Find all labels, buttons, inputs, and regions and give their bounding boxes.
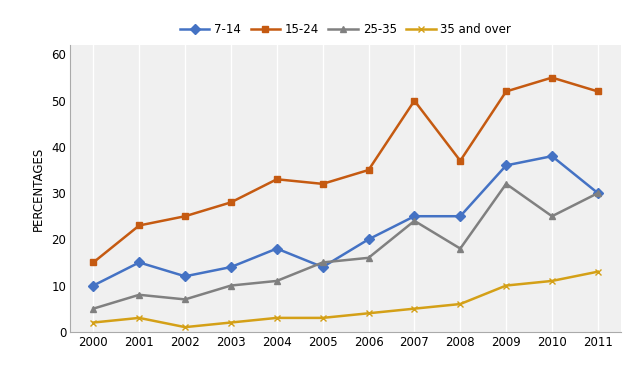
15-24 bbox=[135, 223, 143, 228]
15-24 bbox=[548, 75, 556, 80]
25-35 bbox=[594, 191, 602, 195]
35 and over bbox=[319, 316, 326, 320]
35 and over bbox=[135, 316, 143, 320]
7-14 bbox=[227, 265, 235, 269]
15-24 bbox=[456, 158, 464, 163]
25-35 bbox=[548, 214, 556, 219]
15-24 bbox=[594, 89, 602, 94]
25-35 bbox=[319, 260, 326, 265]
25-35 bbox=[135, 293, 143, 297]
15-24 bbox=[410, 98, 418, 103]
7-14 bbox=[319, 265, 326, 269]
25-35 bbox=[410, 219, 418, 223]
35 and over bbox=[410, 307, 418, 311]
15-24 bbox=[90, 260, 97, 265]
7-14 bbox=[502, 163, 510, 168]
7-14 bbox=[365, 237, 372, 242]
7-14 bbox=[135, 260, 143, 265]
25-35 bbox=[502, 182, 510, 186]
25-35 bbox=[90, 307, 97, 311]
25-35 bbox=[181, 297, 189, 302]
Legend: 7-14, 15-24, 25-35, 35 and over: 7-14, 15-24, 25-35, 35 and over bbox=[180, 23, 511, 37]
15-24 bbox=[181, 214, 189, 219]
7-14 bbox=[410, 214, 418, 219]
35 and over bbox=[227, 320, 235, 325]
7-14 bbox=[181, 274, 189, 279]
15-24 bbox=[365, 168, 372, 172]
Line: 15-24: 15-24 bbox=[90, 74, 602, 266]
35 and over bbox=[365, 311, 372, 316]
7-14 bbox=[594, 191, 602, 195]
Line: 7-14: 7-14 bbox=[90, 153, 602, 289]
7-14 bbox=[456, 214, 464, 219]
35 and over bbox=[273, 316, 280, 320]
15-24 bbox=[227, 200, 235, 205]
Y-axis label: PERCENTAGES: PERCENTAGES bbox=[31, 146, 44, 231]
35 and over bbox=[502, 283, 510, 288]
25-35 bbox=[227, 283, 235, 288]
35 and over bbox=[548, 279, 556, 283]
35 and over bbox=[594, 270, 602, 274]
Line: 35 and over: 35 and over bbox=[90, 268, 602, 331]
15-24 bbox=[273, 177, 280, 181]
Line: 25-35: 25-35 bbox=[90, 181, 602, 312]
35 and over bbox=[90, 320, 97, 325]
15-24 bbox=[502, 89, 510, 94]
7-14 bbox=[548, 154, 556, 158]
7-14 bbox=[90, 283, 97, 288]
15-24 bbox=[319, 182, 326, 186]
25-35 bbox=[456, 246, 464, 251]
25-35 bbox=[273, 279, 280, 283]
25-35 bbox=[365, 256, 372, 260]
35 and over bbox=[456, 302, 464, 306]
7-14 bbox=[273, 246, 280, 251]
35 and over bbox=[181, 325, 189, 329]
